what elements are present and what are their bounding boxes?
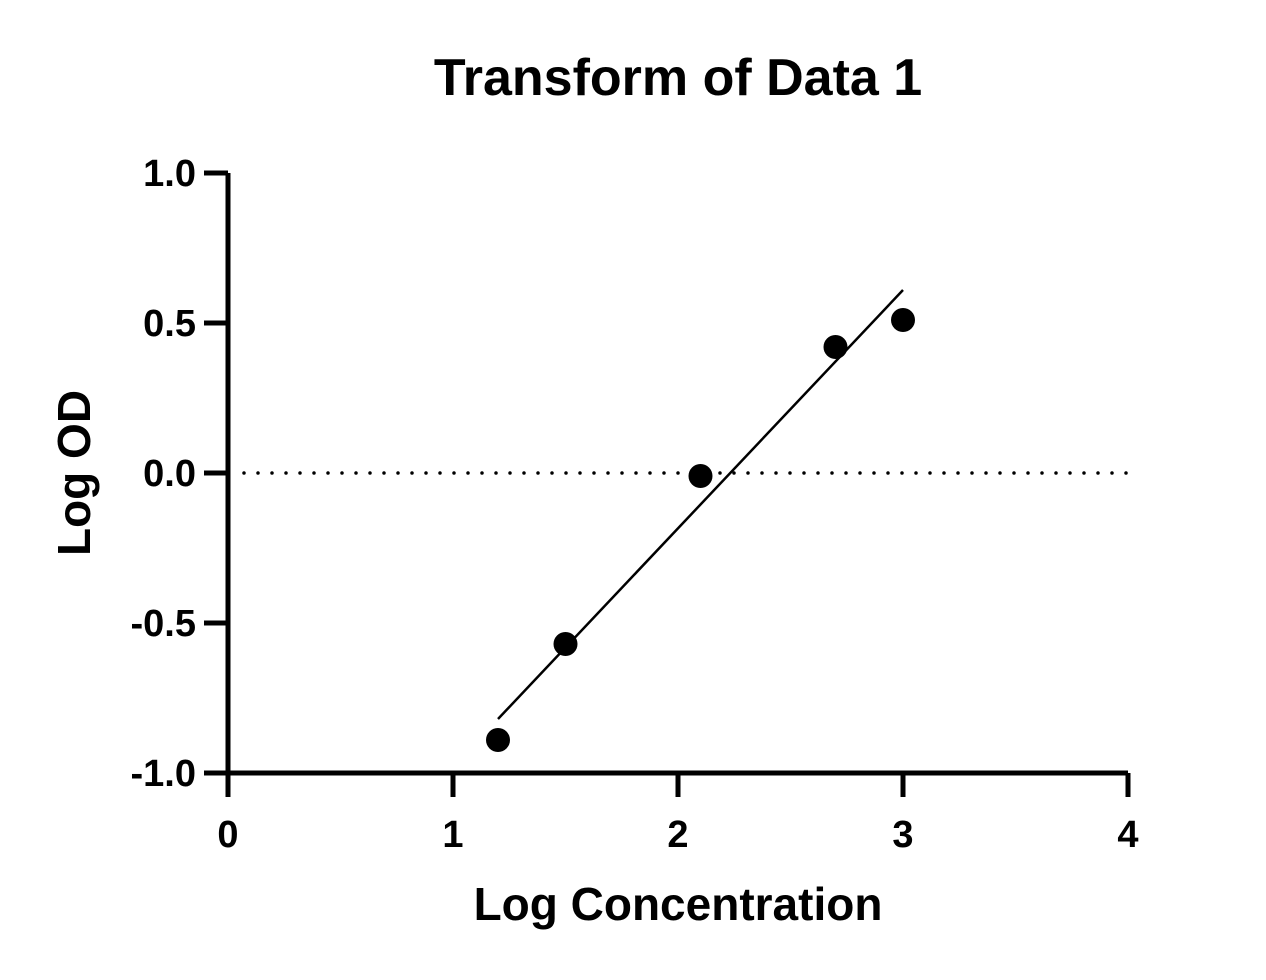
data-point-0 [486,728,510,752]
x-tick-label-3: 3 [892,814,913,856]
data-point-4 [891,308,915,332]
x-tick-label-4: 4 [1117,814,1138,856]
data-point-3 [823,335,848,359]
data-point-2 [688,464,713,488]
y-tick-label-1: -0.5 [131,603,196,645]
chart-title: Transform of Data 1 [434,49,922,107]
y-tick-label-4: 1.0 [143,153,196,195]
y-tick-label-2: 0.0 [143,453,196,495]
plot-area: -1.0 -0.5 0.0 0.5 1.0 0 1 2 3 4 [131,153,1139,856]
y-axis-label: Log OD [48,390,100,556]
x-tick-label-1: 1 [442,814,463,856]
y-tick-label-0: -1.0 [131,753,196,795]
data-point-1 [553,632,578,656]
x-tick-label-0: 0 [217,814,238,856]
y-tick-label-3: 0.5 [143,303,196,345]
x-tick-label-2: 2 [667,814,688,856]
x-axis-label: Log Concentration [474,878,883,930]
fit-line [497,289,904,720]
